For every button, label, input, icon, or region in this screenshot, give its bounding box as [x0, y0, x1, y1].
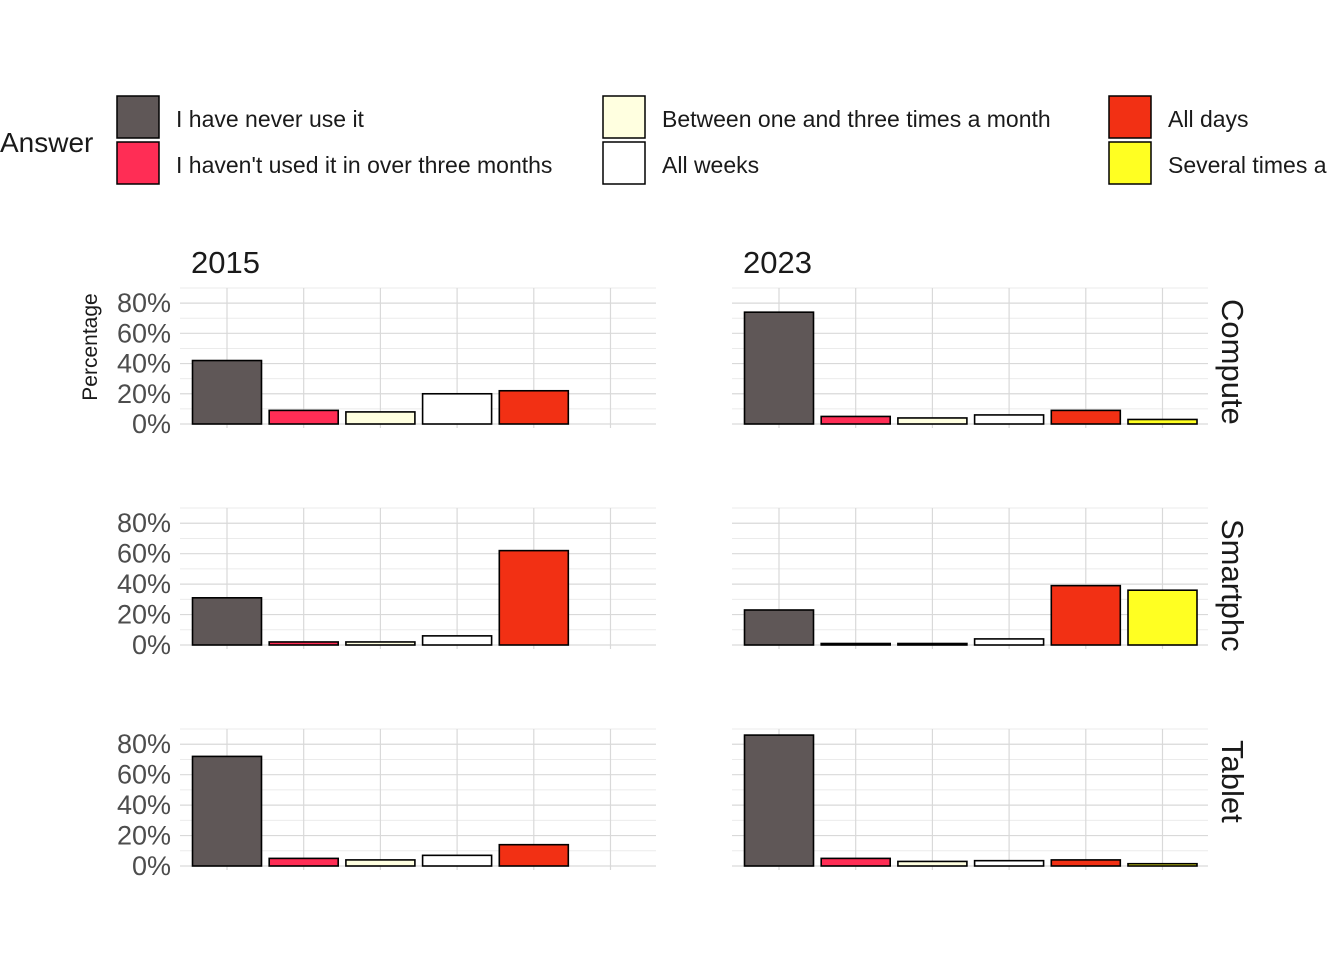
legend-key: [116, 95, 160, 139]
bar-2: [820, 642, 892, 646]
bar-4: [973, 414, 1045, 425]
y-tick-label: 60%: [117, 539, 171, 569]
legend-label: I have never use it: [176, 106, 365, 132]
bar-1: [191, 597, 263, 646]
y-tick-label: 40%: [117, 790, 171, 820]
facet-row-label: Compute: [1215, 299, 1250, 425]
legend: Answer I have never use it I haven't used…: [0, 95, 1327, 185]
y-tick-label: 0%: [132, 409, 171, 439]
panel-2023-Tablet: [732, 728, 1208, 870]
bar-1: [191, 755, 263, 867]
y-tick-label: 80%: [117, 288, 171, 318]
bar-3: [345, 411, 416, 425]
y-tick-label: 0%: [132, 851, 171, 881]
legend-key: [116, 141, 160, 185]
bar-5: [1050, 859, 1122, 867]
panel-2023-Smartphc: [732, 507, 1208, 649]
bar-2: [820, 415, 892, 425]
bar-5: [498, 389, 570, 425]
bar-4: [421, 635, 493, 646]
bar-1: [743, 609, 815, 646]
facet-row-label: Tablet: [1215, 740, 1250, 823]
bar-2: [268, 641, 340, 646]
bar-4: [421, 392, 493, 425]
bar-4: [973, 638, 1045, 646]
y-tick-label: 40%: [117, 569, 171, 599]
y-tick-label: 80%: [117, 508, 171, 538]
y-tick-label: 20%: [117, 821, 171, 851]
bar-6: [1127, 862, 1198, 867]
bar-6: [1127, 418, 1198, 425]
bar-3: [897, 642, 968, 646]
panel-2015-Smartphc: 0%20%40%60%80%: [117, 507, 656, 660]
facet-title-2023: 2023: [743, 245, 812, 280]
y-tick-label: 60%: [117, 760, 171, 790]
bar-6: [1127, 589, 1198, 646]
legend-label: All weeks: [662, 152, 759, 178]
bar-5: [1050, 584, 1122, 646]
y-tick-label: 80%: [117, 729, 171, 759]
bar-2: [268, 857, 340, 867]
y-axis-title: Percentage: [79, 293, 102, 400]
bar-3: [345, 641, 416, 646]
bar-1: [743, 734, 815, 867]
bar-5: [498, 843, 570, 867]
facet-title-2015: 2015: [191, 245, 260, 280]
legend-title: Answer: [0, 127, 93, 158]
legend-label: Several times a: [1168, 152, 1327, 178]
y-tick-label: 0%: [132, 630, 171, 660]
y-tick-label: 20%: [117, 600, 171, 630]
legend-key: [602, 141, 646, 185]
y-tick-label: 60%: [117, 318, 171, 348]
bar-4: [421, 854, 493, 867]
legend-key: [1108, 141, 1152, 185]
bar-2: [820, 857, 892, 867]
bar-2: [268, 409, 340, 425]
bar-5: [498, 549, 570, 646]
panel-2015-Compute: 0%20%40%60%80%: [117, 287, 656, 439]
legend-key: [1108, 95, 1152, 139]
legend-key: [602, 95, 646, 139]
legend-label: I haven't used it in over three months: [176, 152, 552, 178]
legend-label: Between one and three times a month: [662, 106, 1051, 132]
panels: 2015 2023 Compute Smartphc Tablet Percentage 0…: [79, 245, 1250, 881]
y-tick-label: 20%: [117, 379, 171, 409]
panel-2023-Compute: [732, 287, 1208, 428]
bar-1: [191, 359, 263, 425]
y-tick-label: 40%: [117, 349, 171, 379]
bar-3: [897, 417, 968, 425]
bar-4: [973, 859, 1045, 867]
bar-3: [897, 860, 968, 867]
legend-label: All days: [1168, 106, 1249, 132]
bar-5: [1050, 409, 1122, 425]
panel-2015-Tablet: 0%20%40%60%80%: [117, 728, 656, 881]
bar-3: [345, 859, 416, 867]
bar-1: [743, 311, 815, 425]
facet-row-label: Smartphc: [1215, 519, 1250, 652]
